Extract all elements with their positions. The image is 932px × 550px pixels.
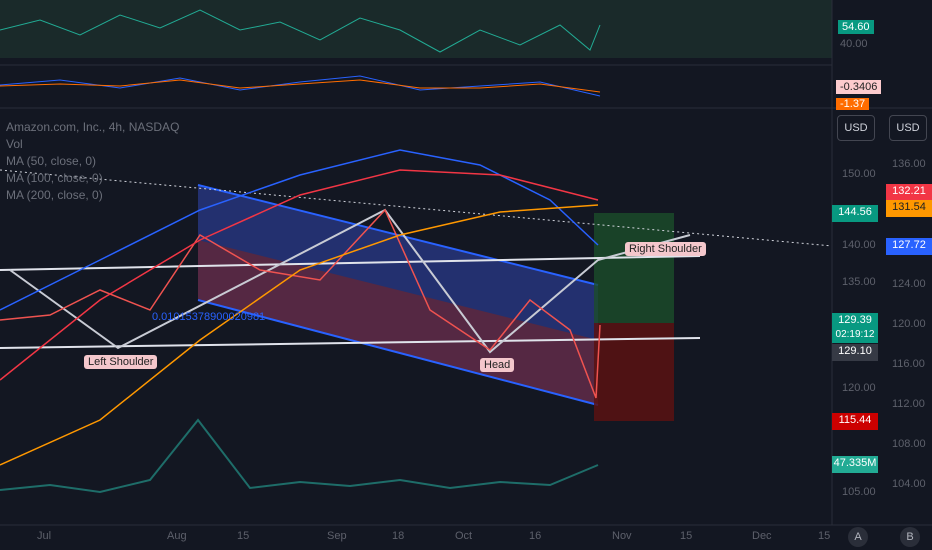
price-tag: 129.10 <box>832 344 878 361</box>
fib-label: 0.01015378900020981 <box>152 311 266 323</box>
neckline-top <box>0 255 701 271</box>
price-label: 124.00 <box>892 278 926 290</box>
price-tag-text: 127.72 <box>892 239 926 251</box>
price-tag-text: 129.10 <box>838 345 872 357</box>
price-label: 116.00 <box>892 358 925 370</box>
legend-title: Amazon.com, Inc., 4h, NASDAQ <box>6 120 180 134</box>
rsi-value: 54.60 <box>838 20 874 34</box>
currency-button[interactable]: USD <box>889 115 927 141</box>
price-label: 150.00 <box>842 168 876 180</box>
price-tag-text: 131.54 <box>892 201 926 213</box>
ma-50 <box>0 149 599 311</box>
time-label: Nov <box>612 530 632 542</box>
time-label: Sep <box>327 530 347 542</box>
price-tag: 144.56 <box>832 205 878 222</box>
price-tag: 47.335M <box>832 456 878 473</box>
time-label: 16 <box>529 530 542 542</box>
price-label: 105.00 <box>842 486 876 498</box>
price-tag: 115.44 <box>832 413 878 430</box>
price-tag-timer: 02:19:12 <box>835 329 875 340</box>
price-tag: 131.54 <box>886 200 932 217</box>
price-tag: 127.72 <box>886 238 932 255</box>
price-tag-text: 129.39 <box>838 314 872 326</box>
price-label: 112.00 <box>892 398 925 410</box>
price-tag-text: 115.44 <box>838 414 872 426</box>
time-label: 15 <box>818 530 831 542</box>
legend-item: Vol <box>6 137 23 151</box>
ma-100 <box>0 169 599 381</box>
time-label: Aug <box>167 530 187 542</box>
time-label: Dec <box>752 530 772 542</box>
button[interactable]: B <box>900 527 920 547</box>
price-label: 104.00 <box>892 478 926 490</box>
price-label: 108.00 <box>892 438 926 450</box>
price-label: 136.00 <box>892 158 926 170</box>
time-label: 18 <box>392 530 405 542</box>
channel-bottom <box>197 299 599 406</box>
macd-value: -0.3406 <box>836 80 882 94</box>
volume <box>0 418 599 494</box>
time-label: 15 <box>237 530 250 542</box>
right-shoulder: Right Shoulder <box>625 242 706 256</box>
rsi-band <box>0 0 832 58</box>
legend-item: MA (100, close, 0) <box>6 171 103 185</box>
price-tag-text: 132.21 <box>892 185 926 197</box>
ma-200 <box>0 204 599 466</box>
pattern <box>9 208 691 354</box>
price-tag-text: 47.335M <box>833 457 877 469</box>
price-line <box>0 208 601 399</box>
price-tag-text: 144.56 <box>838 206 872 218</box>
price-tag: 132.21 <box>886 184 932 201</box>
price-label: 120.00 <box>892 318 926 330</box>
left-shoulder: Left Shoulder <box>84 355 158 369</box>
trend-line <box>0 169 833 247</box>
head: Head <box>480 358 515 372</box>
price-label: 120.00 <box>842 382 876 394</box>
rsi-level: 40.00 <box>840 38 868 50</box>
time-label: Oct <box>455 530 473 542</box>
profit-zone <box>594 213 674 323</box>
button[interactable]: A <box>848 527 868 547</box>
legend-item: MA (50, close, 0) <box>6 154 97 168</box>
time-label: Jul <box>37 530 52 542</box>
time-label: 15 <box>680 530 693 542</box>
legend-item: MA (200, close, 0) <box>6 188 103 202</box>
price-label: 135.00 <box>842 276 876 288</box>
rsi-line <box>0 9 601 53</box>
price-tag: 129.39 02:19:12 <box>832 313 878 343</box>
currency-button[interactable]: USD <box>837 115 875 141</box>
signal-value: -1.37 <box>836 98 870 110</box>
signal-line <box>0 79 601 93</box>
price-label: 140.00 <box>842 239 876 251</box>
legend: Vol MA (50, close, 0) MA (100, close, 0) MA… <box>6 136 103 204</box>
